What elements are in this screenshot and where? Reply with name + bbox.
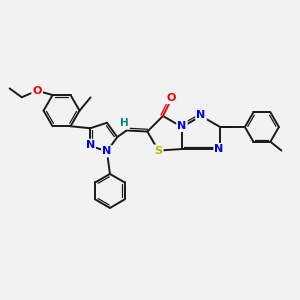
Text: N: N — [85, 140, 95, 150]
Text: S: S — [154, 146, 162, 156]
Text: O: O — [32, 86, 42, 96]
Text: N: N — [196, 110, 206, 120]
Text: H: H — [120, 118, 129, 128]
Text: N: N — [214, 144, 224, 154]
Text: N: N — [102, 146, 112, 156]
Text: O: O — [166, 93, 176, 103]
Text: N: N — [177, 121, 187, 131]
